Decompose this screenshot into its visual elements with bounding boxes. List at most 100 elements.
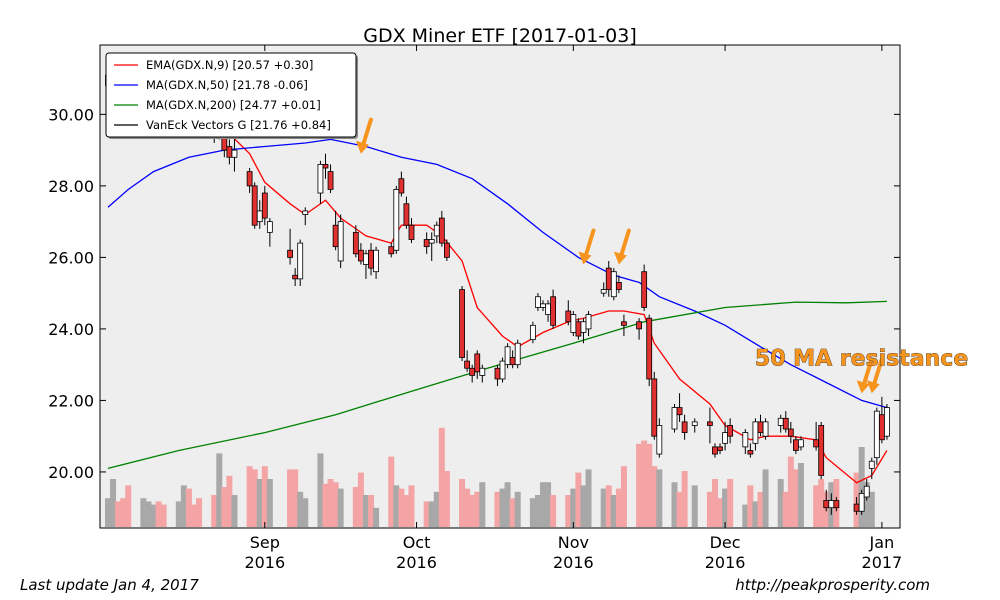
candle-body xyxy=(479,367,486,376)
candle-body xyxy=(813,439,820,448)
footer-last-update: Last update Jan 4, 2017 xyxy=(20,576,199,594)
candle-body xyxy=(540,303,546,308)
candle-body xyxy=(438,217,445,244)
candle-body xyxy=(656,425,663,455)
volume-bar xyxy=(423,501,430,527)
candle-body xyxy=(292,274,299,280)
volume-bar xyxy=(742,504,749,527)
volume-bar xyxy=(408,485,415,527)
volume-bar xyxy=(438,427,445,527)
candle-body xyxy=(615,282,622,290)
volume-bar xyxy=(868,491,875,527)
candle-body xyxy=(676,407,683,416)
y-tick-label: 30.00 xyxy=(48,105,94,124)
volume-bar xyxy=(180,485,187,527)
candle-body xyxy=(266,221,273,233)
candle-body xyxy=(231,149,238,158)
volume-bar xyxy=(575,472,582,527)
candle-body xyxy=(398,178,405,194)
candle-body xyxy=(580,321,587,333)
series-line xyxy=(107,300,887,470)
arrow-shaft xyxy=(583,228,596,259)
candle-body xyxy=(297,242,304,280)
volume-bar xyxy=(580,485,587,527)
candle-body xyxy=(287,249,293,258)
volume-bar xyxy=(337,488,344,527)
candle-body xyxy=(717,446,723,451)
candle-body xyxy=(823,500,830,509)
volume-bar xyxy=(620,466,627,527)
volume-bar xyxy=(211,495,218,527)
candle-body xyxy=(327,171,334,190)
volume-bar xyxy=(479,482,486,527)
candle-body xyxy=(322,164,329,169)
annotation-50ma-resistance: 50 MA resistance xyxy=(755,347,968,372)
annotation-arrows xyxy=(355,117,884,394)
candle-body xyxy=(792,439,799,451)
candle-body xyxy=(742,432,749,448)
volume-bar xyxy=(646,443,653,527)
volume-bar xyxy=(362,495,369,527)
volume-bar xyxy=(545,482,552,527)
legend: EMA(GDX.N,9) [20.57 +0.30] MA(GDX.N,50) [… xyxy=(105,52,358,139)
volume-bar xyxy=(332,482,339,527)
y-tick-label: 28.00 xyxy=(48,177,94,196)
volume-bar xyxy=(110,479,117,527)
volume-bar xyxy=(711,479,718,527)
volume-bar xyxy=(196,498,203,527)
volume-bar xyxy=(125,485,132,527)
x-tick-month: Oct xyxy=(403,533,431,552)
volume-bar xyxy=(585,469,592,527)
volume-bar xyxy=(722,488,729,527)
candle-body xyxy=(302,210,309,215)
volume-bar xyxy=(727,479,734,527)
volume-bar xyxy=(747,485,754,527)
candle-body xyxy=(363,253,369,265)
candle-body xyxy=(873,410,880,459)
volume-bar xyxy=(266,479,273,527)
volume-bar xyxy=(155,501,162,527)
candle-body xyxy=(853,503,860,512)
candle-body xyxy=(368,249,374,269)
arrow-head xyxy=(856,380,870,394)
volume-bar xyxy=(140,498,147,527)
x-tick-month: Nov xyxy=(558,533,589,552)
candle-body xyxy=(712,446,718,455)
volume-bar xyxy=(757,491,764,527)
axes: 20.0022.0024.0026.0028.0030.00Sep2016Oct… xyxy=(48,45,902,572)
candle-body xyxy=(777,417,784,426)
annotation-arrow xyxy=(613,228,631,265)
x-tick-year: 2016 xyxy=(705,553,746,572)
volume-bar xyxy=(368,495,375,527)
candle-body xyxy=(474,353,481,373)
volume-bar xyxy=(105,498,111,527)
candle-body xyxy=(358,249,364,262)
volume-bar xyxy=(474,491,481,527)
volume-bar xyxy=(605,485,612,527)
candle-body xyxy=(636,321,642,330)
candle-body xyxy=(621,321,627,326)
candle-body xyxy=(550,296,557,326)
candle-body xyxy=(393,189,400,251)
volume-bar xyxy=(671,482,678,527)
candle-body xyxy=(352,231,359,255)
candle-body xyxy=(575,321,582,337)
volume-bar xyxy=(651,466,658,527)
volume-bar xyxy=(550,495,557,527)
volume-bar xyxy=(499,488,506,527)
volume-bars xyxy=(105,427,875,527)
x-tick-month: Sep xyxy=(250,533,280,552)
y-tick-label: 22.00 xyxy=(48,391,94,410)
candle-body xyxy=(545,303,551,316)
candle-body xyxy=(317,164,324,194)
candle-body xyxy=(494,367,501,380)
arrow-shaft xyxy=(618,228,631,259)
volume-bar xyxy=(782,491,789,527)
candle-body xyxy=(858,492,865,512)
candle-body xyxy=(818,425,825,476)
volume-bar xyxy=(676,491,683,527)
volume-bar xyxy=(469,495,476,527)
volume-bar xyxy=(494,491,501,527)
x-tick-year: 2016 xyxy=(396,553,437,572)
volume-bar xyxy=(150,504,157,527)
